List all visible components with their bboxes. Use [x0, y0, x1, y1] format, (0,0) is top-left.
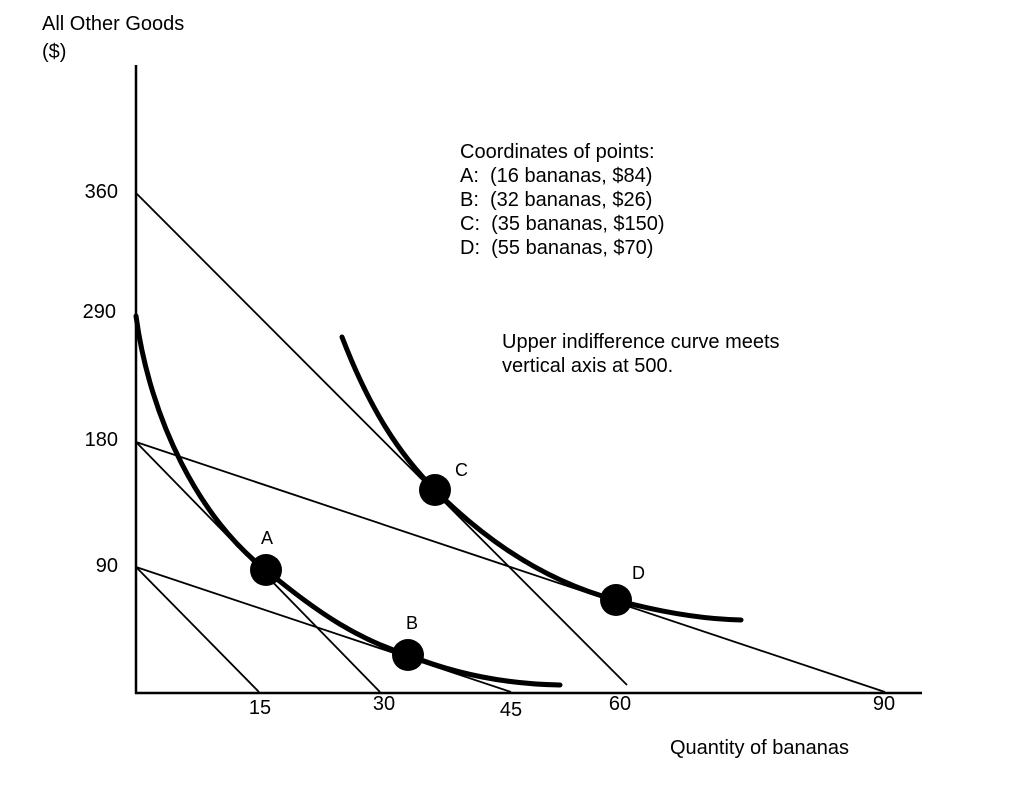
- y-tick-290: 290: [82, 301, 116, 323]
- coordinate-c: C: (35 bananas, $150): [460, 213, 665, 235]
- x-tick-60: 60: [608, 693, 632, 715]
- x-tick-90: 90: [872, 693, 896, 715]
- budget-line-90-45: [135, 566, 512, 693]
- point-b-marker: [392, 639, 424, 671]
- x-tick-30: 30: [372, 693, 396, 715]
- point-c-label: C: [455, 460, 468, 480]
- upper-curve-note: Upper indifference curve meets vertical …: [502, 330, 780, 378]
- y-axis-label-line1: All Other Goods: [42, 13, 185, 35]
- y-tick-180: 180: [84, 429, 118, 451]
- indifference-curve-lower: [133, 313, 563, 688]
- point-b-label: B: [406, 613, 419, 633]
- point-a-marker: [250, 554, 282, 586]
- indifference-curve-upper: [339, 334, 744, 623]
- budget-line-180-90: [135, 441, 886, 693]
- x-tick-15: 15: [248, 697, 272, 719]
- coordinate-b: B: (32 bananas, $26): [460, 189, 653, 211]
- note-line-1: Upper indifference curve meets: [502, 331, 780, 353]
- coordinate-d: D: (55 bananas, $70): [460, 237, 654, 259]
- x-tick-45: 45: [499, 699, 523, 721]
- budget-line-360-60: [135, 192, 628, 686]
- point-c-marker: [419, 474, 451, 506]
- point-d-marker: [600, 584, 632, 616]
- budget-line-90-15: [135, 566, 260, 693]
- y-axis-label-line2: ($): [42, 41, 67, 63]
- y-tick-90: 90: [95, 555, 118, 577]
- point-d-label: D: [632, 563, 645, 583]
- coordinate-a: A: (16 bananas, $84): [460, 165, 653, 187]
- coordinates-title: Coordinates of points:: [460, 141, 655, 163]
- point-a-label: A: [261, 528, 274, 548]
- x-axis-label: Quantity of bananas: [670, 737, 850, 759]
- coordinates-annotation: Coordinates of points: A: (16 bananas, $…: [460, 140, 665, 260]
- y-tick-360: 360: [84, 181, 118, 203]
- note-line-2: vertical axis at 500.: [502, 355, 674, 377]
